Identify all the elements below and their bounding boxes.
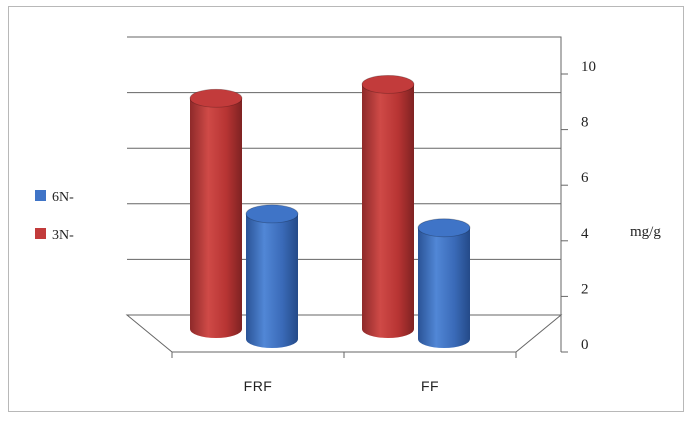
legend-item: 3N- (35, 228, 74, 243)
legend-items: 6N- 3N- (35, 190, 74, 243)
gridline (127, 36, 562, 74)
bar-body (362, 84, 414, 338)
y-tick-label: 6 (581, 170, 589, 186)
legend-label: 6N- (52, 190, 74, 205)
legend-swatch (35, 190, 46, 201)
bar-6n-frf (245, 204, 299, 348)
bar-3n-frf (189, 88, 243, 338)
bars-group (189, 74, 471, 348)
legend-item: 6N- (35, 190, 74, 205)
bar-top (245, 204, 299, 224)
chart-frame (8, 6, 684, 412)
bar-3n-ff (361, 74, 415, 338)
bar-body (190, 98, 242, 338)
bar-body (246, 213, 298, 348)
x-category-labels: FRF FF (244, 378, 439, 394)
bar-body (418, 227, 470, 348)
legend-swatch (35, 228, 46, 239)
y-tick-label: 2 (581, 281, 589, 297)
bar-top (417, 218, 471, 238)
y-axis-label: mg/g (630, 224, 661, 240)
bar-top (361, 74, 415, 94)
y-tick-label: 4 (581, 226, 589, 242)
y-tick-label: 0 (581, 337, 589, 353)
y-tick-label: 8 (581, 115, 589, 131)
y-tick-label: 10 (581, 59, 596, 75)
y-tick-labels: 0 2 4 6 8 10 (581, 59, 596, 353)
x-category-label: FRF (244, 378, 273, 394)
bar-top (189, 88, 243, 108)
bar-6n-ff (417, 218, 471, 348)
x-category-label: FF (421, 378, 439, 394)
legend-label: 3N- (52, 228, 74, 243)
